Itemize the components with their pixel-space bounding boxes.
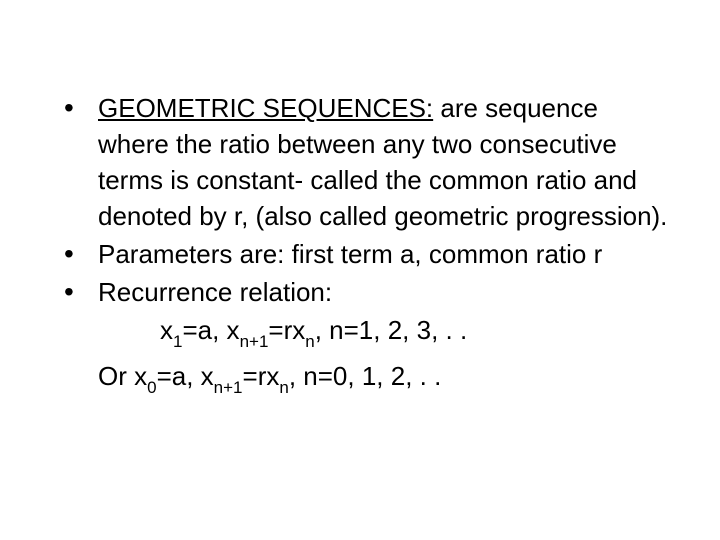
definition-heading: GEOMETRIC SEQUENCES: — [98, 93, 433, 123]
bullet-item-definition: GEOMETRIC SEQUENCES: are sequence where … — [50, 90, 670, 234]
recurrence-label: Recurrence relation: — [98, 277, 332, 307]
definition-text: GEOMETRIC SEQUENCES: are sequence where … — [98, 93, 667, 231]
bullet-item-parameters: Parameters are: first term a, common rat… — [50, 236, 670, 272]
parameters-text: Parameters are: first term a, common rat… — [98, 239, 602, 269]
bullet-item-recurrence: Recurrence relation: — [50, 274, 670, 310]
recurrence-line-1: x1=a, xn+1=rxn, n=1, 2, 3, . . — [50, 312, 670, 358]
bullet-list: GEOMETRIC SEQUENCES: are sequence where … — [50, 90, 670, 310]
recurrence-line-2: Or x0=a, xn+1=rxn, n=0, 1, 2, . . — [50, 358, 670, 404]
